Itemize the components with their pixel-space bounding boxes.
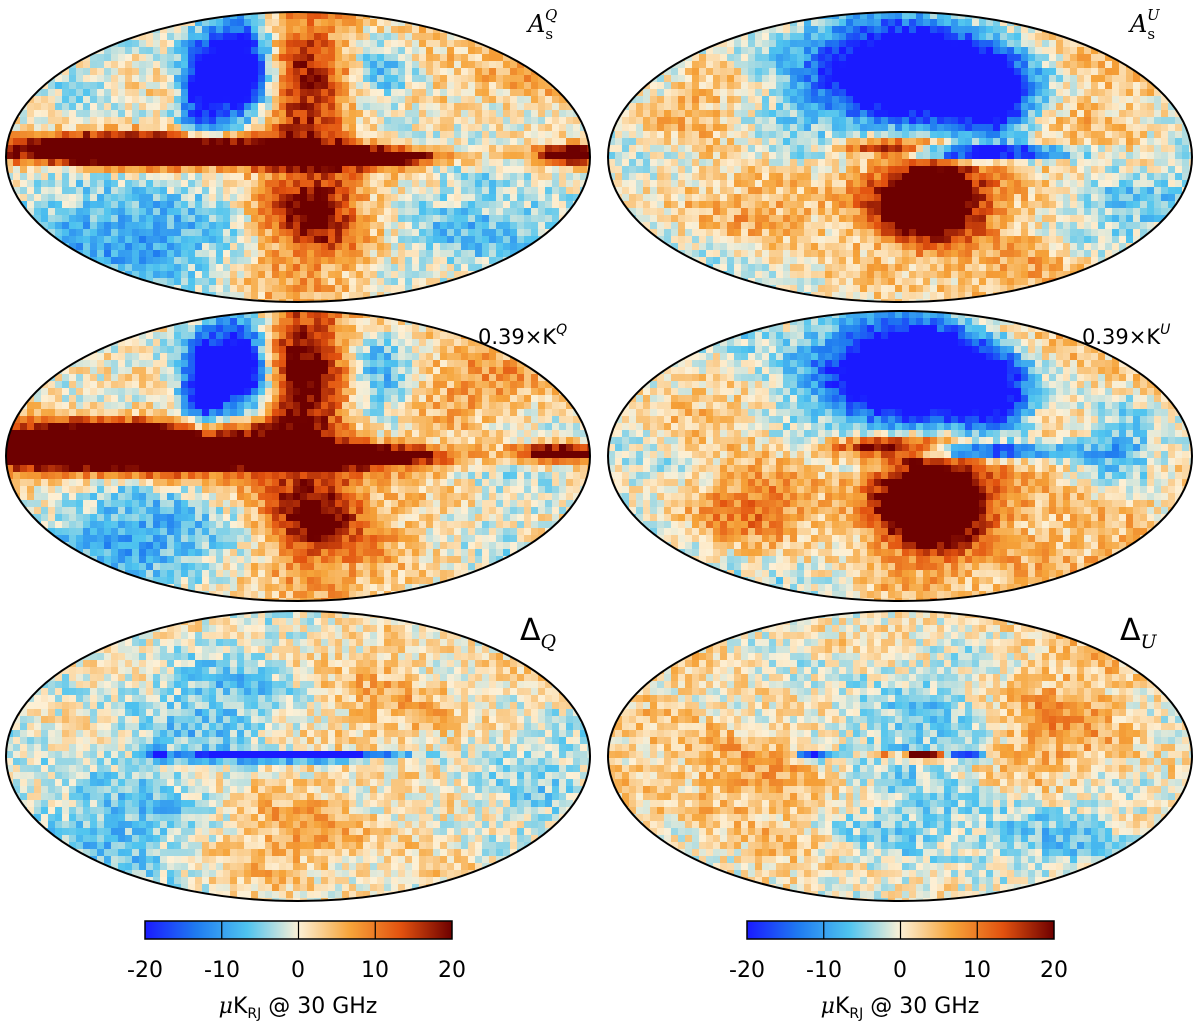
map-outline bbox=[607, 11, 1193, 303]
map-panel-delta-q bbox=[5, 610, 591, 902]
colorbar-left-tick-label: 0 bbox=[291, 958, 305, 983]
colorbar-left-tick-label: -10 bbox=[204, 958, 240, 983]
colorbar-right: -20 -10 0 10 20 μKRJ @ 30 GHz bbox=[729, 920, 1068, 1022]
colorbar-right-tick-label: 20 bbox=[1040, 958, 1068, 983]
map-pixels bbox=[608, 12, 1192, 302]
colorbar-right-tick-label: -10 bbox=[806, 958, 842, 983]
colorbar-left-tick-label: 10 bbox=[361, 958, 389, 983]
label-as-q: AsQ bbox=[526, 6, 557, 43]
map-pixels bbox=[6, 12, 590, 302]
map-panel-k-q bbox=[5, 310, 591, 602]
map-pixels bbox=[6, 611, 590, 901]
colorbar-left-tick-label: 20 bbox=[438, 958, 466, 983]
map-pixels bbox=[6, 311, 590, 601]
map-outline bbox=[607, 310, 1193, 602]
label-as-u: AsU bbox=[1128, 6, 1161, 43]
map-outline bbox=[5, 610, 591, 902]
map-pixels bbox=[608, 311, 1192, 601]
label-delta-q: ΔQ bbox=[520, 613, 556, 653]
colorbar-right-tick-label: -20 bbox=[729, 958, 765, 983]
label-delta-u: ΔU bbox=[1120, 613, 1158, 653]
colorbar-right-tick-label: 0 bbox=[893, 958, 907, 983]
map-panel-k-u bbox=[607, 310, 1193, 602]
colorbar-left-unit-label: μKRJ @ 30 GHz bbox=[219, 994, 378, 1022]
map-outline bbox=[5, 11, 591, 303]
colorbar-left-tick-label: -20 bbox=[127, 958, 163, 983]
label-k-u: 0.39×KU bbox=[1082, 322, 1170, 349]
label-k-q: 0.39×KQ bbox=[478, 322, 567, 349]
map-outline bbox=[607, 610, 1193, 902]
colorbar-right-tick-label: 10 bbox=[963, 958, 991, 983]
colorbar-left: -20 -10 0 10 20 μKRJ @ 30 GHz bbox=[127, 920, 466, 1022]
map-pixels bbox=[608, 611, 1192, 901]
colorbar-right-unit-label: μKRJ @ 30 GHz bbox=[821, 994, 980, 1022]
map-panel-delta-u bbox=[607, 610, 1193, 902]
map-panel-as-q bbox=[5, 11, 591, 303]
map-panel-as-u bbox=[607, 11, 1193, 303]
map-outline bbox=[5, 310, 591, 602]
